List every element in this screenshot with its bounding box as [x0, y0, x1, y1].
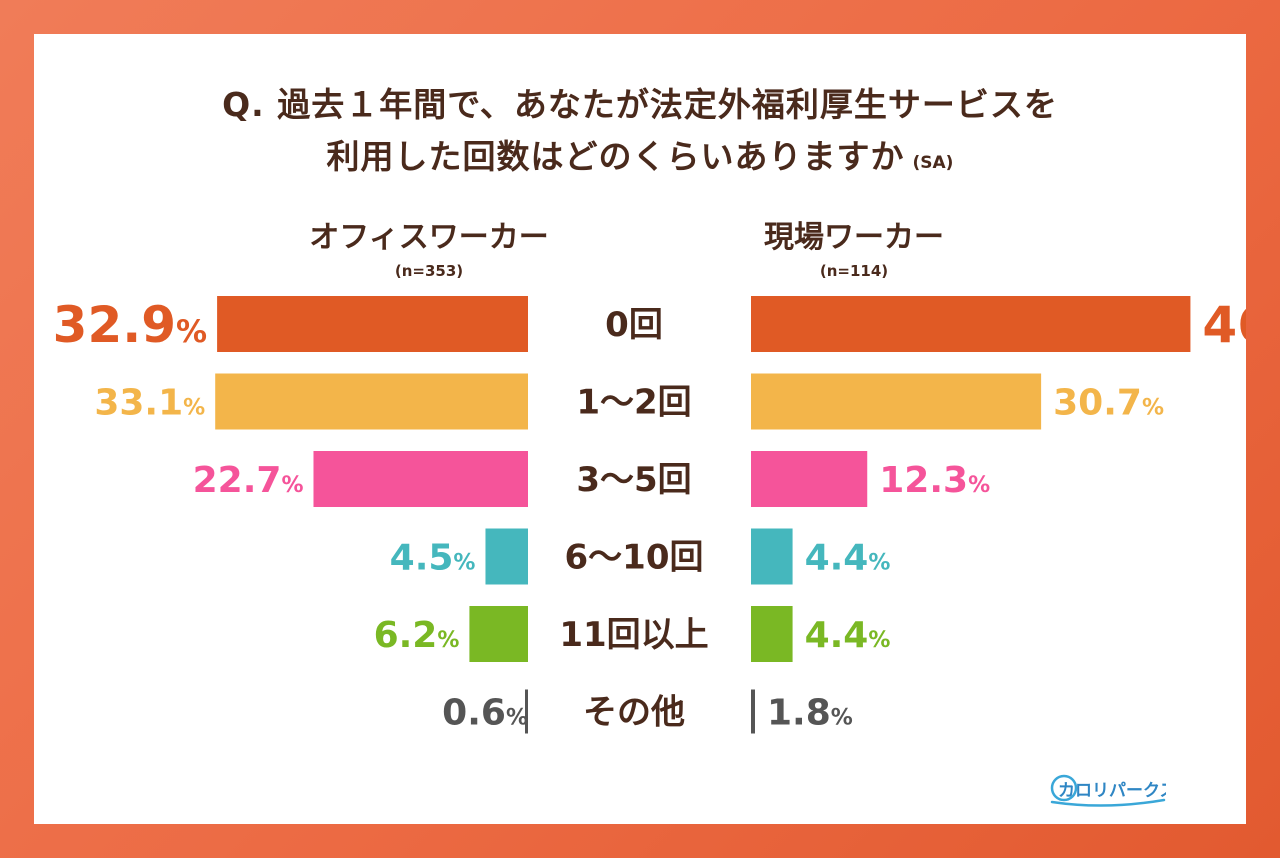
chart-title-line2-text: 利用した回数はどのくらいありますか [326, 137, 905, 176]
karoripaakusu-logo: カロリパークス [1050, 774, 1166, 807]
left-value-label-0: 32.9% [53, 296, 207, 354]
right-bar-2 [751, 451, 868, 507]
left-bar-5 [525, 689, 528, 734]
right-bar-4 [751, 606, 793, 662]
category-label-3: 6〜10回 [565, 538, 704, 578]
right-value-label-2: 12.3% [879, 460, 990, 501]
left-group-header: オフィスワーカー (n=353) [234, 212, 624, 280]
left-group-name: オフィスワーカー [309, 220, 549, 255]
left-group-n: (n=353) [394, 262, 464, 280]
left-value-label-3: 4.5% [390, 537, 476, 578]
right-bar-5 [751, 689, 755, 734]
left-value-label-1: 33.1% [94, 382, 205, 423]
left-bar-3 [485, 528, 528, 585]
left-bar-2 [313, 451, 528, 507]
right-bar-0 [751, 296, 1191, 352]
right-value-label-4: 4.4% [805, 615, 891, 656]
right-value-label-5: 1.8% [767, 692, 853, 733]
right-value-label-3: 4.4% [805, 537, 891, 578]
chart-card: Q. 過去１年間で、あなたが法定外福利厚生サービスを 利用した回数はどのくらいあ… [34, 34, 1246, 824]
category-label-5: その他 [583, 693, 685, 733]
right-bar-3 [751, 528, 793, 585]
category-label-1: 1〜2回 [576, 383, 691, 423]
right-bar-1 [751, 373, 1042, 430]
right-value-label-1: 30.7% [1053, 382, 1164, 423]
left-bar-1 [215, 373, 528, 430]
right-value-label-0: 46.5% [1202, 296, 1246, 354]
butterfly-bar-chart: 32.9% 0回 46.5% 33.1% 1〜2回 30.7% 22.7% 3〜5回 12.3%… [53, 296, 1246, 734]
chart-title-line2: 利用した回数はどのくらいありますか (SA) [34, 130, 1246, 178]
chart-title-line1: Q. 過去１年間で、あなたが法定外福利厚生サービスを [222, 85, 1058, 124]
left-bar-4 [469, 606, 528, 662]
right-group-header: 現場ワーカー (n=114) [734, 212, 974, 280]
left-value-label-2: 22.7% [193, 460, 304, 501]
category-label-4: 11回以上 [559, 615, 708, 655]
logo-text: カロリパークス [1058, 781, 1166, 801]
left-bar-0 [217, 296, 528, 352]
left-value-label-5: 0.6% [442, 692, 528, 733]
right-group-name: 現場ワーカー [764, 220, 944, 255]
left-value-label-4: 6.2% [374, 615, 460, 656]
right-group-n: (n=114) [819, 262, 889, 280]
sa-label: (SA) [912, 153, 954, 173]
category-label-2: 3〜5回 [576, 460, 691, 500]
category-label-0: 0回 [605, 305, 663, 345]
